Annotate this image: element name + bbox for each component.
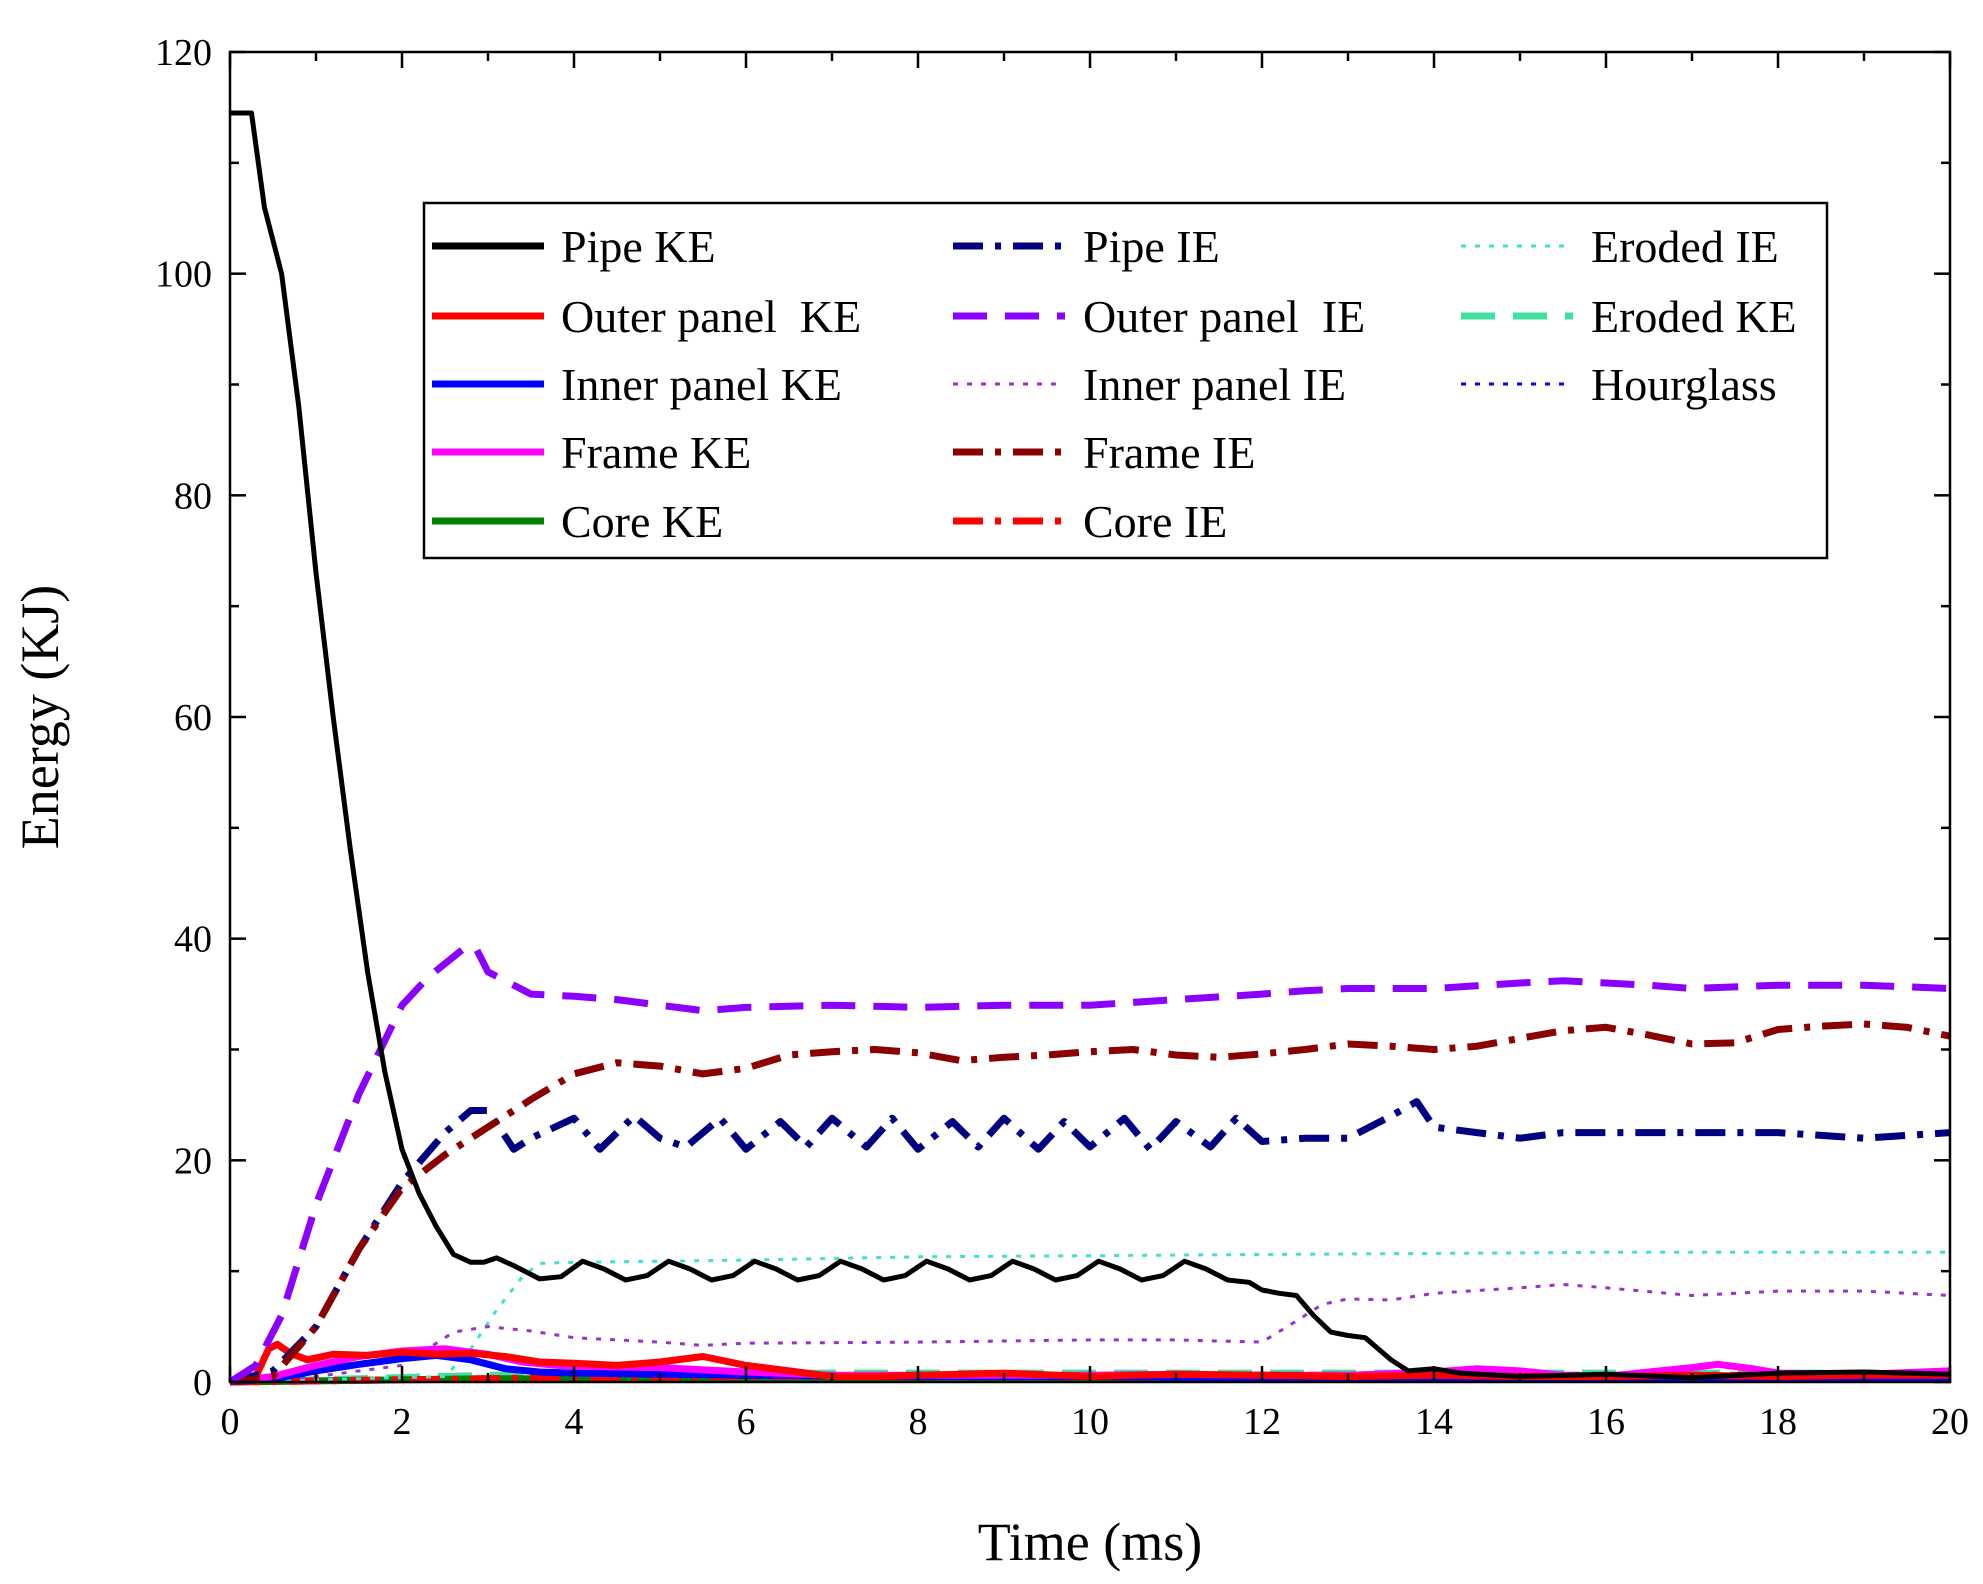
x-tick-label: 16 <box>1587 1401 1625 1443</box>
series-line-pipe-ie <box>229 1098 1951 1386</box>
x-axis-title: Time (ms) <box>978 1512 1203 1572</box>
legend: Pipe KE Outer panel KE Inner panel KE Frame… <box>422 201 1829 560</box>
x-tick-label: 8 <box>909 1401 928 1443</box>
y-tick-label: 20 <box>174 1140 212 1182</box>
y-axis-title: Energy (KJ) <box>10 585 70 849</box>
y-tick-label: 120 <box>155 32 212 74</box>
legend-label-pipe-ie: Pipe IE <box>1083 221 1220 272</box>
series-line-outer-panel-ie <box>228 942 1951 1385</box>
series-line-frame-ie <box>229 1020 1951 1386</box>
y-tick-label: 60 <box>174 697 212 739</box>
legend-label-inner-panel-ie: Inner panel IE <box>1083 359 1346 410</box>
series-line-eroded-ie <box>229 1250 1950 1384</box>
x-tick-label: 18 <box>1759 1401 1797 1443</box>
y-tick-label: 0 <box>193 1362 212 1404</box>
x-tick-label: 4 <box>565 1401 584 1443</box>
y-tick-label: 100 <box>155 254 212 296</box>
legend-label-eroded-ke: Eroded KE <box>1591 291 1797 342</box>
x-tick-label: 14 <box>1415 1401 1453 1443</box>
x-tick-label: 0 <box>221 1401 240 1443</box>
legend-label-outer-panel-ke: Outer panel KE <box>561 291 861 342</box>
legend-label-eroded-ie: Eroded IE <box>1591 221 1779 272</box>
legend-label-core-ie: Core IE <box>1083 496 1227 547</box>
x-tick-label: 2 <box>393 1401 412 1443</box>
series-line-inner-panel-ie <box>229 1283 1951 1384</box>
legend-label-outer-panel-ie: Outer panel IE <box>1083 291 1365 342</box>
legend-label-inner-panel-ke: Inner panel KE <box>561 359 842 410</box>
y-tick-label: 40 <box>174 919 212 961</box>
legend-label-core-ke: Core KE <box>561 496 723 547</box>
y-tick-label: 80 <box>174 475 212 517</box>
x-tick-label: 12 <box>1243 1401 1281 1443</box>
x-tick-label: 6 <box>737 1401 756 1443</box>
axes-layer: 0 2 4 6 8 10 12 14 16 18 20 0 20 40 60 80 100 120 Time (ms… <box>10 32 1969 1572</box>
x-tick-label: 20 <box>1931 1401 1969 1443</box>
legend-label-hourglass: Hourglass <box>1591 359 1777 410</box>
legend-box <box>422 201 1829 560</box>
legend-label-frame-ie: Frame IE <box>1083 427 1255 478</box>
legend-label-frame-ke: Frame KE <box>561 427 751 478</box>
x-tick-label: 10 <box>1071 1401 1109 1443</box>
series-line-pipe-ke <box>230 110 1951 1381</box>
legend-label-pipe-ke: Pipe KE <box>561 221 716 272</box>
